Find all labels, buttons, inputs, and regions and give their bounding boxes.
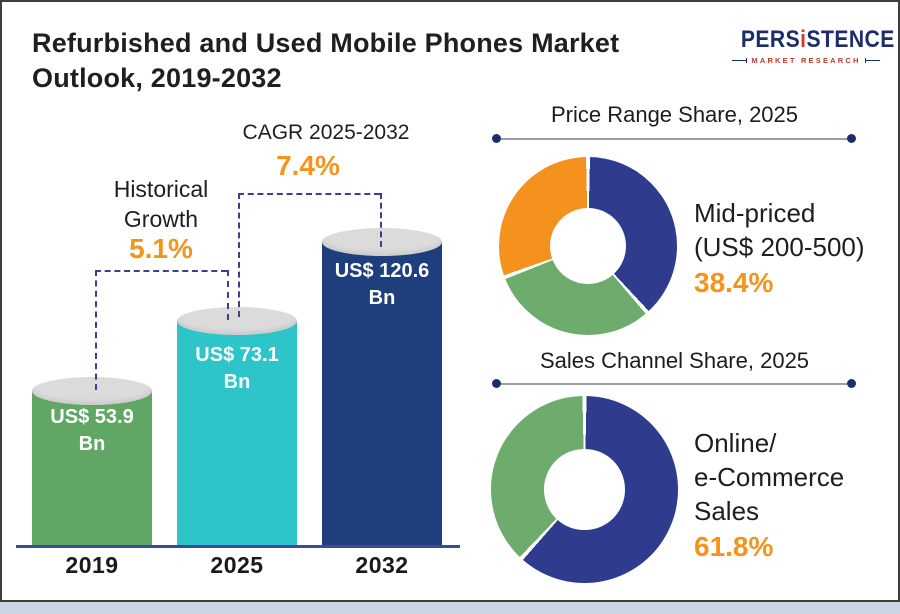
cagr-label: CAGR 2025-2032: [242, 121, 410, 144]
persistence-logo: PERSiSTENCE MARKET RESEARCH: [732, 26, 894, 65]
price-range-heading: Price Range Share, 2025: [550, 102, 799, 127]
logo-subtitle: MARKET RESEARCH: [751, 56, 861, 65]
year-label-2032: 2032: [355, 552, 409, 578]
bar-2032: [322, 242, 442, 545]
logo-subtitle-row: MARKET RESEARCH: [732, 56, 881, 65]
logo-rule-left: [732, 58, 748, 63]
logo-wordmark: PERSiSTENCE: [740, 26, 894, 54]
sales-channel-callout-line3: Sales: [694, 496, 760, 526]
bar-2019: [32, 391, 152, 545]
sales-channel-donut-chart: [491, 396, 678, 583]
price-range-callout: Mid-priced (US$ 200-500) 38.4%: [694, 196, 889, 300]
historical-bracket-right: [227, 270, 229, 320]
divider-dot-right: [847, 379, 856, 388]
bar-2025-value: US$ 73.1 Bn: [177, 342, 297, 396]
divider-dot-left: [492, 379, 501, 388]
logo-part1: PERS: [740, 26, 801, 53]
bar-2019-value: US$ 53.9 Bn: [32, 404, 152, 458]
bar-2032-value-unit: Bn: [368, 287, 396, 309]
price-range-donut-chart: [499, 157, 677, 335]
bar-2025-value-unit: Bn: [223, 371, 251, 393]
cagr-bracket-left: [238, 193, 240, 317]
year-label-2025: 2025: [210, 552, 264, 578]
sales-channel-callout-line2: e-Commerce: [694, 462, 845, 492]
bar-2025-top-ellipse: [177, 307, 297, 335]
historical-growth-label: Historical Growth: [113, 176, 209, 232]
logo-part2: STENCE: [806, 26, 895, 53]
page-title: Refurbished and Used Mobile Phones Marke…: [32, 28, 620, 93]
divider-dot-right: [847, 134, 856, 143]
sales-channel-callout-line1: Online/: [694, 428, 777, 458]
historical-bracket-horizontal: [95, 270, 227, 272]
logo-accent-letter: i: [800, 26, 807, 53]
price-range-callout-line1: Mid-priced: [694, 198, 816, 228]
bar-2032-value: US$ 120.6 Bn: [322, 258, 442, 312]
sales-channel-callout: Online/ e-Commerce Sales 61.8%: [694, 426, 889, 564]
divider-line: [501, 137, 847, 140]
bar-2019-value-amount: US$ 53.9: [50, 406, 134, 428]
divider-line: [501, 382, 847, 385]
sales-channel-callout-pct: 61.8%: [694, 531, 774, 562]
price-range-callout-pct: 38.4%: [694, 267, 774, 298]
price-range-callout-line2: (US$ 200-500): [694, 232, 865, 262]
logo-rule-right: [864, 58, 881, 63]
cagr-value: 7.4%: [276, 150, 340, 181]
historical-bracket-left: [95, 270, 97, 390]
bar-2019-value-unit: Bn: [78, 433, 106, 455]
historical-growth-value: 5.1%: [129, 233, 193, 264]
cagr-bracket-horizontal: [238, 193, 380, 195]
bar-2032-top-ellipse: [322, 228, 442, 256]
divider-dot-left: [492, 134, 501, 143]
price-range-divider: [492, 134, 856, 143]
cagr-bracket-right: [380, 193, 382, 247]
bar-2019-top-ellipse: [32, 377, 152, 405]
bar-2032-value-amount: US$ 120.6: [334, 260, 430, 282]
bar-2025: [177, 321, 297, 545]
sales-channel-heading: Sales Channel Share, 2025: [539, 348, 810, 373]
bar-chart-baseline: [16, 545, 460, 548]
year-label-2019: 2019: [65, 552, 119, 578]
sales-channel-divider: [492, 379, 856, 388]
bottom-shadow-strip: [0, 602, 900, 614]
bar-2025-value-amount: US$ 73.1: [195, 344, 279, 366]
